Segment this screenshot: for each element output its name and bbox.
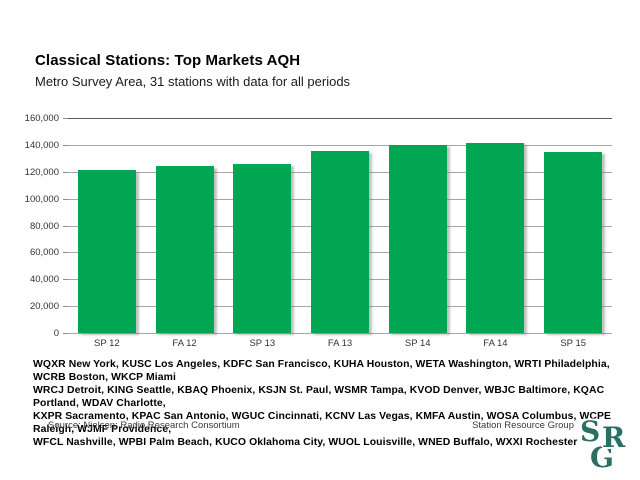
bar-slot (68, 118, 146, 333)
station-list-line: KXPR Sacramento, KPAC San Antonio, WGUC … (33, 411, 612, 435)
y-axis-tick (63, 199, 68, 200)
plot-area: 160,000 140,000 120,000 100,000 80,000 60,000… (25, 113, 612, 339)
bar-sp-13 (233, 164, 292, 333)
y-axis-label: 60,000 (29, 247, 59, 258)
y-axis-tick (63, 333, 68, 334)
bar-slot (301, 118, 379, 333)
gridline (68, 333, 612, 334)
y-axis-label: 100,000 (24, 194, 59, 205)
bar-fa-14 (466, 142, 525, 333)
x-axis-label: SP 13 (249, 338, 276, 349)
bar-slot (223, 118, 301, 333)
y-axis-tick (63, 145, 68, 146)
y-axis-tick (63, 226, 68, 227)
y-axis-label: 20,000 (29, 301, 59, 312)
chart-subtitle: Metro Survey Area, 31 stations with data… (35, 74, 351, 89)
bar-fa-12 (155, 166, 214, 333)
y-axis-tick (63, 118, 68, 119)
station-list: WQXR New York, KUSC Los Angeles, KDFC Sa… (33, 358, 613, 449)
y-axis-label: 80,000 (29, 221, 59, 232)
bar-sp-15 (544, 151, 603, 333)
logo-letter-g: G (590, 441, 614, 474)
station-list-line: WQXR New York, KUSC Los Angeles, KDFC Sa… (33, 359, 610, 383)
x-axis-label: SP 15 (560, 338, 587, 349)
bar-slot (146, 118, 224, 333)
logo-letter-s: S (580, 415, 601, 448)
x-axis-label: SP 12 (94, 338, 120, 349)
y-axis-label: 0 (53, 328, 59, 339)
x-axis-label: SP 14 (404, 338, 431, 349)
gridline (68, 118, 612, 119)
bar-fa-13 (311, 150, 370, 333)
chart-title: Classical Stations: Top Markets AQH (35, 52, 301, 69)
y-axis-label: 120,000 (24, 167, 59, 178)
bar-slot (534, 118, 612, 333)
logo-letter-r: R (602, 421, 626, 454)
source-note: Source: Nielsen; Radio Research Consorti… (48, 420, 240, 431)
y-axis-tick (63, 306, 68, 307)
bar-sp-12 (77, 170, 136, 333)
x-axis-labels: SP 12 FA 12 SP 13 FA 13 SP 14 FA 14 SP 15 (68, 338, 612, 349)
y-axis-tick (63, 279, 68, 280)
org-name: Station Resource Group (472, 420, 574, 431)
station-list-line: WRCJ Detroit, KING Seattle, KBAQ Phoenix… (33, 385, 605, 409)
srg-logo: S R G (578, 418, 638, 478)
x-axis-label: FA 12 (172, 338, 197, 349)
station-list-line: WFCL Nashville, WPBI Palm Beach, KUCO Ok… (33, 437, 578, 448)
bar-slot (379, 118, 457, 333)
bars (68, 118, 612, 333)
y-axis-label: 160,000 (24, 113, 59, 124)
y-axis-tick (63, 252, 68, 253)
x-axis-label: FA 13 (327, 338, 353, 349)
y-axis-tick (63, 172, 68, 173)
bar-sp-14 (388, 144, 447, 333)
bar-slot (457, 118, 535, 333)
gridline (68, 145, 612, 146)
y-axis-label: 140,000 (24, 140, 59, 151)
y-axis-label: 40,000 (29, 274, 59, 285)
x-axis-label: FA 14 (483, 338, 508, 349)
